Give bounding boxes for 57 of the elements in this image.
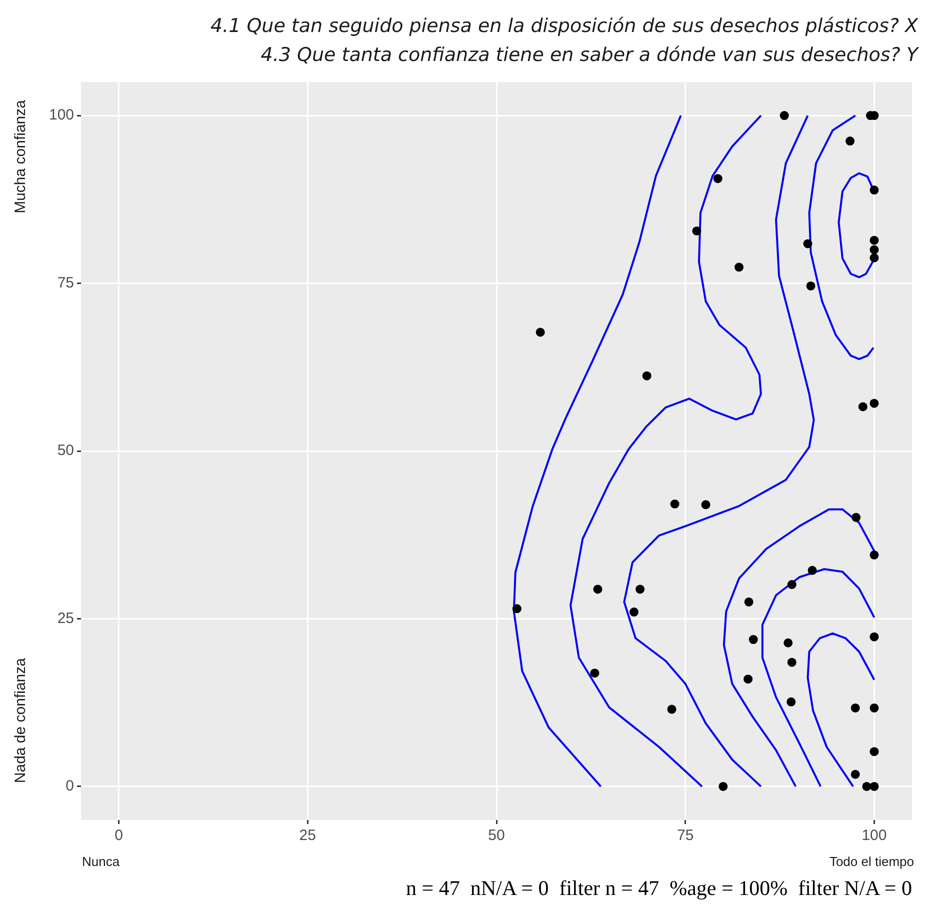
point (870, 632, 879, 642)
point (870, 186, 879, 195)
point (870, 747, 879, 756)
chart-title: 4.1 Que tan seguido piensa en la disposición de sus desechos plásticos? X 4.3 Que tanta confianza tiene en saber a dónde van sus desechos? Y (209, 14, 918, 68)
point (718, 782, 728, 791)
text: Mucha confianza (12, 100, 29, 214)
point (870, 550, 879, 560)
y-tick-label: 100 (48, 106, 74, 124)
point (786, 697, 796, 706)
point (734, 262, 744, 272)
point (870, 253, 879, 262)
point (590, 668, 600, 678)
x-tick-label: 25 (299, 827, 316, 844)
text: n = 47 nN/A = 0 filter n = 47 %age = 100% filter N/A = 0 (406, 876, 912, 901)
point (850, 770, 860, 779)
point (787, 658, 796, 667)
x-tick-label: 50 (488, 827, 505, 844)
point (784, 638, 793, 648)
y-tick-label: 50 (57, 442, 74, 460)
x-tick-label: 75 (677, 827, 694, 844)
point (744, 674, 753, 684)
point (670, 500, 680, 508)
x-tick-label: 0 (114, 827, 123, 844)
point (701, 500, 710, 510)
point (667, 704, 676, 714)
point (713, 174, 722, 184)
point (803, 239, 812, 248)
point (870, 245, 879, 254)
point (858, 402, 868, 412)
x-tick-label: 100 (862, 827, 887, 844)
y-tick-label: 75 (57, 274, 74, 292)
y-tick-label: 25 (57, 610, 74, 627)
point (636, 584, 645, 594)
point (692, 226, 702, 236)
point (593, 584, 602, 594)
point (850, 703, 860, 712)
text: Todo el tiempo (829, 854, 914, 869)
point (512, 604, 522, 614)
text: Nunca (82, 854, 120, 869)
point (870, 703, 879, 712)
point (846, 136, 855, 146)
point (630, 608, 638, 617)
point (748, 635, 758, 644)
point (870, 236, 879, 245)
point (780, 111, 789, 120)
point (870, 398, 879, 408)
point (536, 328, 545, 337)
point (870, 782, 879, 791)
text: Nada de confianza (12, 658, 29, 784)
point (642, 371, 652, 380)
point (744, 597, 754, 606)
point (787, 580, 796, 590)
point (808, 566, 817, 575)
y-tick-label: 0 (66, 778, 74, 795)
point (806, 281, 816, 290)
point (852, 512, 861, 522)
point (862, 782, 872, 791)
